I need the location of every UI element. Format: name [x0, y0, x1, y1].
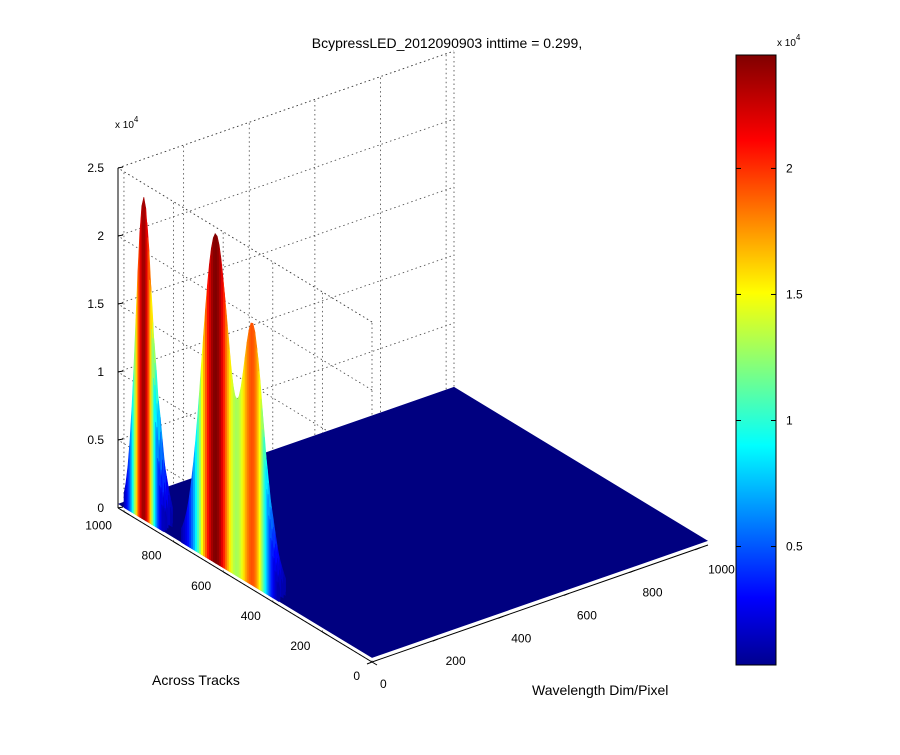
axes — [117, 168, 709, 663]
z-tick-mark — [117, 302, 124, 305]
colorbar: 0.5 1 1.5 2 x 104 — [735, 33, 803, 666]
surface-patch — [282, 576, 286, 596]
z-tick-mark — [117, 438, 124, 441]
x-tick-label: 200 — [446, 654, 466, 668]
y-tick-label: 0 — [353, 669, 360, 683]
z-tick-mark — [117, 234, 124, 237]
z-tick-label: 2.5 — [87, 161, 104, 175]
axis-line — [371, 544, 709, 663]
z-axis-multiplier: x 104 — [115, 115, 139, 131]
grid-line — [117, 50, 455, 169]
grid-line — [117, 254, 455, 373]
grid-line — [117, 186, 455, 305]
axis-line — [117, 507, 373, 663]
y-tick-mark — [173, 541, 179, 546]
grid-line — [117, 235, 373, 391]
y-tick-mark — [123, 511, 130, 516]
surface-patch — [276, 581, 280, 602]
y-tick-label: 1000 — [85, 519, 112, 533]
colorbar-ticks: 0.5 1 1.5 2 — [736, 161, 803, 554]
z-tick-mark — [117, 370, 124, 373]
x-tick-label: 800 — [643, 586, 663, 600]
surface — [118, 197, 708, 658]
y-tick-mark — [222, 571, 229, 576]
x-tick-mark — [563, 592, 570, 596]
x-tick-label: 400 — [511, 631, 531, 645]
y-tick-mark — [322, 631, 328, 636]
y-tick-mark — [272, 601, 279, 606]
x-tick-label: 600 — [577, 608, 597, 622]
z-tick-label: 0 — [97, 501, 104, 515]
z-tick-label: 0.5 — [87, 433, 104, 447]
z-tick-label: 1 — [97, 365, 104, 379]
x-tick-mark — [629, 570, 635, 574]
colorbar-tick-label: 0.5 — [786, 540, 803, 554]
surface-patch — [161, 504, 164, 533]
y-tick-label: 400 — [241, 609, 261, 623]
chart-title: BcypressLED_2012090903 inttime = 0.299, — [312, 35, 582, 51]
x-tick-label: 0 — [380, 677, 387, 691]
z-axis-tick-labels: 0 0.5 1 1.5 2 2.5 — [87, 161, 124, 515]
colorbar-tick-label: 1 — [786, 413, 793, 427]
grid-line — [117, 322, 455, 441]
surface-patch — [280, 579, 284, 599]
x-tick-label: 1000 — [708, 563, 735, 577]
x-tick-mark — [432, 638, 438, 642]
y-tick-label: 800 — [142, 549, 162, 563]
x-tick-mark — [498, 615, 504, 619]
colorbar-gradient — [735, 54, 777, 666]
y-tick-label: 200 — [290, 639, 310, 653]
x-tick-mark — [694, 547, 701, 551]
colorbar-tick-label: 1.5 — [786, 287, 803, 301]
x-axis-tick-labels: 0 200 400 600 800 1000 — [366, 547, 735, 691]
y-tick-mark — [371, 661, 378, 666]
x-axis-label: Wavelength Dim/Pixel — [532, 682, 668, 698]
z-tick-label: 1.5 — [87, 297, 104, 311]
surface-patch — [169, 507, 173, 528]
grid-line — [117, 118, 455, 237]
colorbar-multiplier: x 104 — [777, 33, 801, 49]
y-axis-tick-labels: 0 200 400 600 800 1000 — [85, 511, 378, 683]
y-tick-label: 600 — [191, 579, 211, 593]
y-axis-label: Across Tracks — [152, 672, 240, 688]
grid-line — [117, 167, 373, 323]
z-tick-mark — [117, 506, 124, 509]
z-tick-label: 2 — [97, 229, 104, 243]
x-tick-mark — [366, 661, 373, 665]
colorbar-tick-label: 2 — [786, 161, 793, 175]
z-tick-mark — [117, 166, 124, 169]
